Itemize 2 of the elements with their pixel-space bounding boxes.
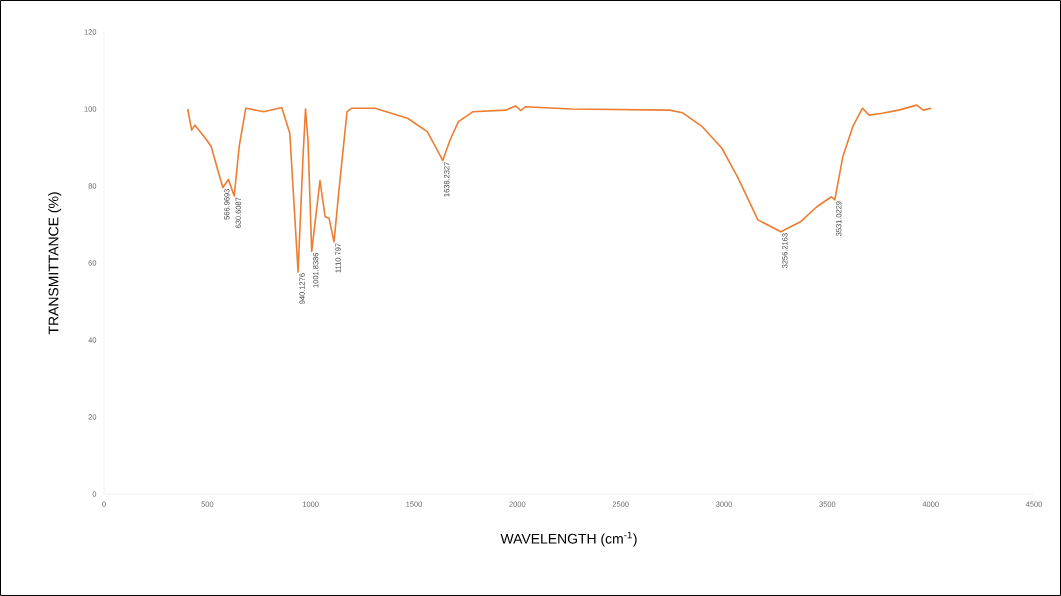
y-axis-title: TRANSMITTANCE (%): [48, 192, 62, 335]
x-axis-title: WAVELENGTH (cm$^{-1}$): [500, 531, 637, 547]
